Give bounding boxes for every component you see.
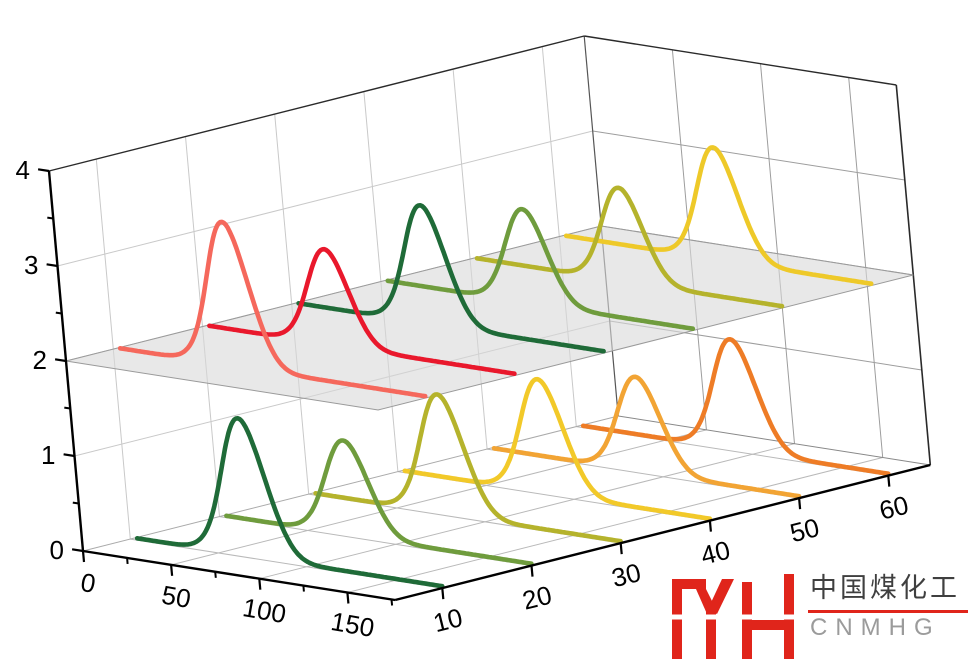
curve-top-y20 <box>207 246 517 376</box>
curve-top-y40 <box>385 206 696 331</box>
y-tick-label: 50 <box>787 512 822 548</box>
x-axis-ticks: 0 50 100 150 <box>78 550 394 643</box>
curve-bottom-y40 <box>402 376 713 521</box>
curve-bottom-y20 <box>224 438 534 566</box>
curve-bottom-y30 <box>313 392 623 544</box>
logo-underline <box>808 610 968 613</box>
z-tick-label: 0 <box>50 535 64 565</box>
z-tick-label: 4 <box>16 155 30 185</box>
curve-top-y50 <box>474 185 785 309</box>
y-tick-label: 20 <box>519 580 554 616</box>
y-tick-label: 60 <box>876 490 911 526</box>
y-tick-label: 40 <box>698 535 733 571</box>
z-axis-ticks: 0 1 2 3 4 <box>16 155 84 565</box>
x-tick-label: 50 <box>160 580 194 615</box>
waterfall-curves <box>117 145 891 589</box>
logo-company-name: 中国煤化工 <box>810 573 960 603</box>
curve-top-y30 <box>296 203 606 354</box>
cnmhg-logo-mark-icon <box>670 574 796 659</box>
curve-top-y10 <box>117 219 428 399</box>
reference-plane <box>65 225 914 411</box>
x-tick-label: 100 <box>240 592 288 629</box>
curve-bottom-y60 <box>580 337 891 476</box>
y-tick-label: 10 <box>430 602 465 638</box>
logo-company-code: CNMHG <box>810 614 941 641</box>
y-axis-ticks: 10 20 30 40 50 60 <box>430 475 911 638</box>
curve-bottom-y10 <box>134 416 445 589</box>
x-tick-label: 150 <box>329 606 377 643</box>
z-tick-label: 2 <box>33 345 47 375</box>
y-tick-label: 30 <box>609 557 644 593</box>
cnmhg-watermark: 中国煤化工 CNMHG <box>670 571 973 661</box>
curve-top-y60 <box>563 145 874 286</box>
z-tick-label: 1 <box>41 440 55 470</box>
x-tick-label: 0 <box>78 567 97 599</box>
curve-bottom-y50 <box>491 374 802 499</box>
z-tick-label: 3 <box>24 250 38 280</box>
